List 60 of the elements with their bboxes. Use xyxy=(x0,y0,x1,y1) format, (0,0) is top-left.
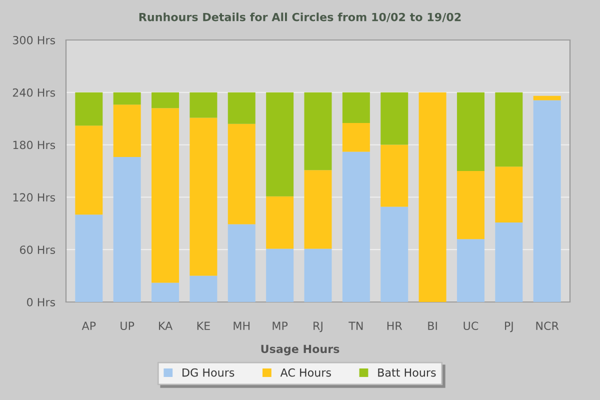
bar xyxy=(456,239,484,302)
bar xyxy=(342,92,370,123)
y-tick-label: 300 Hrs xyxy=(12,36,56,44)
x-tick-label: AP xyxy=(82,322,96,330)
bar xyxy=(342,152,370,302)
x-tick-label: KE xyxy=(197,322,210,330)
bar xyxy=(266,196,294,249)
bar xyxy=(152,92,180,108)
bar xyxy=(113,104,141,158)
x-axis-title: Usage Hours xyxy=(261,344,340,356)
x-tick-label: UP xyxy=(120,322,134,330)
x-tick-label: MH xyxy=(234,322,250,330)
y-tick-label: 180 Hrs xyxy=(13,140,56,150)
y-tick-label: 0 Hrs xyxy=(27,298,56,306)
bar xyxy=(380,92,408,145)
bar xyxy=(113,92,141,105)
bar xyxy=(304,248,332,302)
bar xyxy=(304,170,332,249)
bar xyxy=(533,96,561,100)
x-tick-label: TN xyxy=(348,322,363,330)
bar xyxy=(495,166,523,223)
bar xyxy=(266,92,294,196)
y-tick-label: 120 Hrs xyxy=(13,193,56,202)
bar xyxy=(380,206,408,302)
legend-label: AC Hours xyxy=(280,368,331,377)
legend-label: DG Hours xyxy=(182,368,234,377)
bar xyxy=(380,144,408,207)
x-tick-label: RJ xyxy=(314,322,322,332)
x-tick-label: PJ xyxy=(505,322,513,332)
x-tick-label: KA xyxy=(159,322,173,330)
bar xyxy=(113,157,141,302)
bar xyxy=(495,222,523,302)
bar xyxy=(495,92,523,167)
bar xyxy=(228,92,256,124)
bar xyxy=(228,224,256,302)
bar xyxy=(456,171,484,240)
bar xyxy=(266,248,294,302)
bar xyxy=(75,214,103,302)
bar xyxy=(533,100,561,302)
bar xyxy=(75,92,103,126)
x-tick-label: BI xyxy=(428,322,437,330)
x-tick-label: UC xyxy=(464,322,478,330)
bar xyxy=(190,92,218,118)
y-tick-label: 60 Hrs xyxy=(20,246,56,254)
bar xyxy=(342,122,370,152)
bar xyxy=(304,92,332,170)
bar xyxy=(152,282,180,302)
x-tick-label: NCR xyxy=(536,322,559,330)
x-tick-label: MP xyxy=(272,322,288,330)
bar xyxy=(418,92,446,302)
bar xyxy=(190,118,218,276)
x-tick-label: HR xyxy=(387,322,402,330)
bar xyxy=(228,124,256,224)
legend-label: Batt Hours xyxy=(378,368,436,377)
y-tick-label: 240 Hrs xyxy=(12,88,56,97)
bar xyxy=(152,108,180,283)
bar xyxy=(75,126,103,215)
bar xyxy=(456,92,484,171)
chart-title: Runhours Details for All Circles from 10/02 to 19/02 xyxy=(139,12,461,22)
bar xyxy=(190,276,218,302)
